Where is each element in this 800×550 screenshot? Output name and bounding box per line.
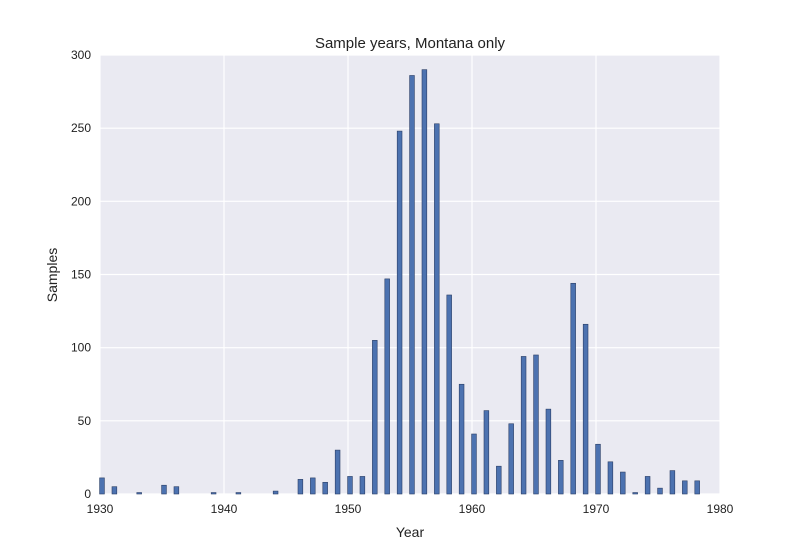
bar-1957 (434, 123, 440, 495)
x-tick-label: 1980 (707, 502, 734, 516)
bar-1960 (471, 433, 477, 495)
y-tick-label: 200 (71, 194, 91, 208)
bar-1975 (657, 487, 663, 495)
bar-1941 (235, 492, 242, 495)
bar-1973 (632, 492, 638, 495)
x-tick-label: 1970 (583, 502, 610, 516)
bar-1955 (409, 75, 415, 495)
bars-group (99, 69, 700, 495)
bar-1952 (372, 340, 378, 495)
x-axis-label: Year (396, 524, 425, 540)
bar-1947 (310, 477, 316, 495)
bar-1969 (582, 323, 589, 495)
y-tick-labels: 0 50 100 150 200 250 300 (71, 48, 91, 501)
y-axis-label: Samples (44, 248, 60, 302)
y-tick-label: 0 (84, 487, 91, 501)
x-tick-label: 1960 (459, 502, 486, 516)
y-tick-label: 100 (71, 341, 91, 355)
chart-title: Sample years, Montana only (315, 35, 506, 52)
bar-1978 (694, 480, 700, 495)
bar-1956 (421, 69, 428, 495)
bar-1936 (173, 486, 180, 495)
bar-1974 (644, 476, 651, 495)
bar-1939 (210, 492, 217, 495)
x-tick-label: 1930 (87, 502, 114, 516)
bar-1961 (483, 410, 490, 495)
bar-1950 (347, 476, 353, 495)
y-tick-label: 150 (71, 268, 91, 282)
bar-1962 (496, 465, 502, 495)
x-tick-label: 1940 (211, 502, 238, 516)
bar-1968 (570, 282, 576, 495)
bar-1963 (508, 423, 514, 495)
y-tick-label: 250 (71, 121, 91, 135)
bar-1967 (558, 460, 564, 495)
bar-1948 (322, 481, 328, 495)
bar-1953 (384, 278, 390, 495)
bar-1951 (359, 476, 366, 495)
bar-1965 (533, 354, 539, 495)
bar-1964 (520, 356, 527, 495)
bar-1958 (446, 294, 452, 495)
bar-1977 (682, 480, 688, 495)
bar-1931 (111, 486, 118, 495)
bar-1933 (136, 492, 142, 495)
bar-1946 (297, 479, 304, 495)
x-tick-label: 1950 (335, 502, 362, 516)
bar-1959 (458, 383, 465, 495)
bar-1976 (669, 470, 676, 495)
bar-1966 (545, 408, 552, 495)
bar-1935 (161, 484, 167, 495)
bar-1949 (334, 449, 341, 495)
y-tick-label: 50 (78, 414, 92, 428)
bar-1972 (620, 471, 626, 495)
bar-1930 (99, 477, 105, 495)
bar-1971 (607, 461, 614, 495)
y-tick-label: 300 (71, 48, 91, 62)
bar-1944 (272, 490, 279, 495)
x-tick-labels: 1930 1940 1950 1960 1970 1980 (87, 502, 734, 516)
bar-1970 (595, 443, 601, 495)
bar-1954 (396, 130, 403, 495)
